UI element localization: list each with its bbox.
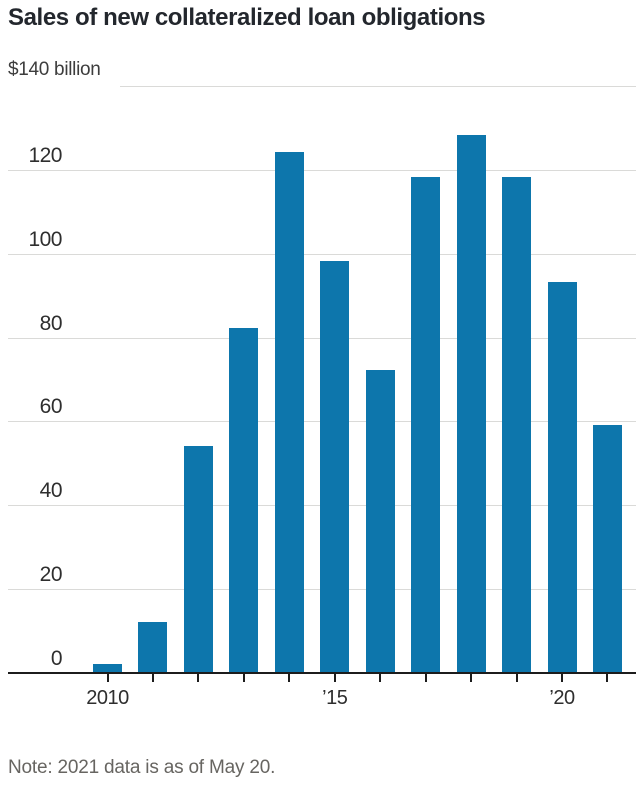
bar-2021 bbox=[592, 424, 622, 672]
chart-title: Sales of new collateralized loan obligat… bbox=[8, 4, 486, 31]
x-tick-2018 bbox=[470, 674, 473, 682]
x-tick-2015 bbox=[333, 674, 336, 682]
x-tick-2019 bbox=[515, 674, 518, 682]
x-axis-baseline bbox=[8, 672, 636, 674]
bar-2017 bbox=[411, 177, 441, 672]
y-axis-label-0: 0 bbox=[50, 647, 63, 670]
bar-2019 bbox=[502, 177, 532, 672]
y-axis-label-100: 100 bbox=[28, 227, 62, 251]
x-tick-2014 bbox=[288, 674, 291, 682]
x-tick-2011 bbox=[151, 674, 154, 682]
x-tick-2010 bbox=[106, 674, 109, 682]
x-tick-2012 bbox=[197, 674, 200, 682]
bar-2012 bbox=[183, 445, 213, 672]
plot-area: 0 20 40 60 80 100 120 2010 ’15 ’20 bbox=[8, 86, 636, 708]
gridline-140 bbox=[120, 86, 636, 87]
y-axis-label-20: 20 bbox=[39, 563, 63, 587]
bar-2014 bbox=[274, 152, 304, 672]
x-tick-2021 bbox=[606, 674, 609, 682]
bar-2020 bbox=[547, 282, 577, 672]
x-tick-2016 bbox=[379, 674, 382, 682]
y-axis-label-60: 60 bbox=[39, 395, 63, 419]
gridline-120 bbox=[8, 169, 636, 171]
footnote: Note: 2021 data is as of May 20. bbox=[8, 757, 276, 778]
x-axis-label-2015: ’15 bbox=[322, 687, 348, 709]
bar-2015 bbox=[320, 261, 350, 672]
x-tick-2013 bbox=[242, 674, 245, 682]
x-tick-2020 bbox=[561, 674, 563, 682]
y-axis-unit-label: $140 billion bbox=[8, 59, 101, 80]
y-axis-label-120: 120 bbox=[28, 143, 62, 167]
x-axis-label-2020: ’20 bbox=[549, 687, 575, 709]
bar-2013 bbox=[229, 328, 259, 672]
y-axis-label-40: 40 bbox=[39, 479, 63, 503]
x-tick-2017 bbox=[424, 674, 427, 682]
bar-2016 bbox=[365, 370, 395, 672]
gridline-100 bbox=[8, 253, 636, 255]
x-axis-label-2010: 2010 bbox=[86, 687, 129, 709]
y-axis-label-80: 80 bbox=[39, 311, 63, 335]
bar-2011 bbox=[138, 621, 168, 672]
bar-2018 bbox=[456, 135, 486, 672]
bar-2010 bbox=[93, 663, 122, 672]
